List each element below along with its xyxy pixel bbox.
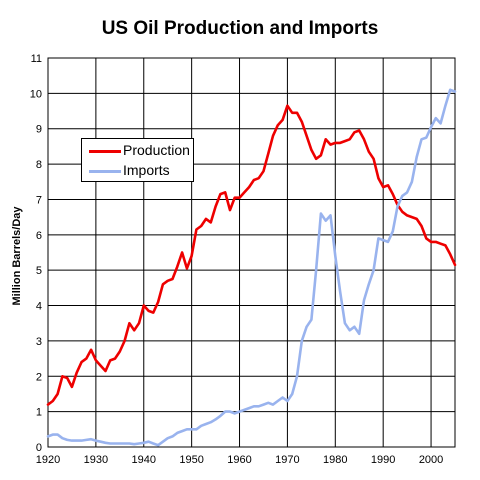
series-line-production	[46, 104, 457, 406]
x-tick-label: 1970	[275, 454, 299, 466]
y-tick-label: 4	[36, 301, 42, 313]
legend-entry-production: Production	[82, 141, 193, 161]
series-line-imports	[46, 88, 457, 447]
x-tick-label: 2000	[419, 454, 443, 466]
y-tick-label: 9	[36, 124, 42, 136]
y-tick-label: 0	[36, 442, 42, 454]
y-tick-label: 3	[36, 336, 42, 348]
x-tick-label: 1930	[84, 454, 108, 466]
grid-lines	[47, 57, 455, 448]
legend-label-production: Production	[123, 142, 190, 158]
legend-label-imports: Imports	[123, 162, 170, 178]
x-tick-label: 1940	[132, 454, 156, 466]
x-tick-label: 1990	[371, 454, 395, 466]
x-tick-label: 1960	[227, 454, 251, 466]
tick-labels: 0 1 2 3 4 5 6 7 8 9 10 11 1920 1930 1940 1950 1960 1970 19…	[30, 53, 444, 466]
y-tick-label: 7	[36, 194, 42, 206]
chart-title: US Oil Production and Imports	[101, 18, 379, 39]
legend-swatch-production	[89, 150, 121, 153]
y-tick-label: 6	[36, 230, 42, 242]
legend-entry-imports: Imports	[82, 161, 193, 181]
x-tick-label: 1950	[179, 454, 203, 466]
y-tick-label: 1	[36, 407, 42, 419]
x-tick-label: 1980	[323, 454, 347, 466]
y-tick-label: 5	[36, 265, 42, 277]
y-tick-label: 2	[36, 371, 42, 383]
y-tick-label: 8	[36, 159, 42, 171]
x-tick-label: 1920	[36, 454, 60, 466]
y-tick-label: 11	[31, 53, 42, 65]
legend-swatch-imports	[89, 170, 121, 173]
series-lines	[46, 88, 457, 447]
y-tick-label: 10	[30, 88, 42, 100]
plot-frame	[47, 57, 456, 448]
legend: Production Imports	[81, 138, 194, 182]
